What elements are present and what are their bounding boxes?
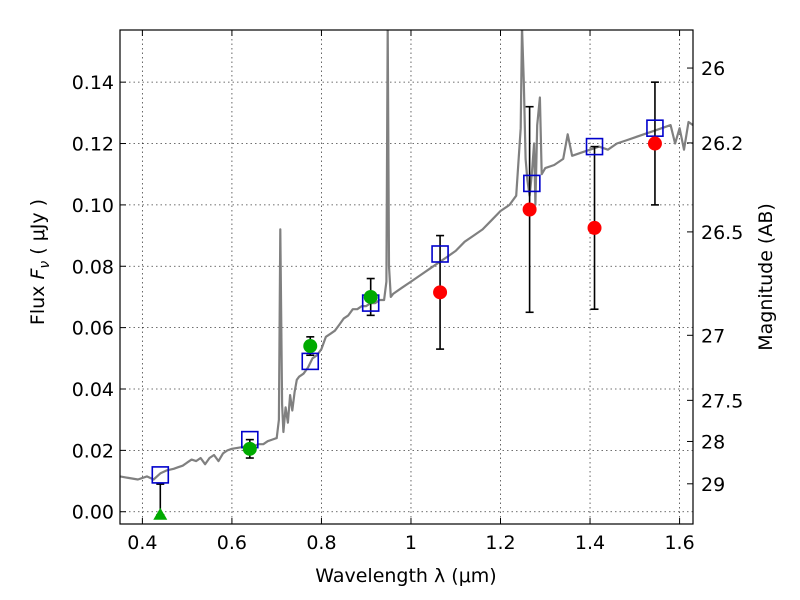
model-photometry-square: [523, 174, 541, 193]
plot-frame: [119, 29, 694, 525]
model-photometry-square: [431, 245, 449, 263]
y-tick-label: 0.06: [72, 318, 114, 340]
model-photometry-square: [301, 352, 320, 371]
x-tick-label: 0.8: [306, 532, 336, 554]
y-tick-label: 0.00: [72, 502, 114, 524]
right-tick-label: 26: [701, 58, 725, 80]
x-axis-title: Wavelength λ (μm): [315, 565, 496, 587]
model-photometry-square: [646, 119, 664, 137]
observed-flux-point: [433, 285, 448, 300]
right-tick-label: 27: [701, 325, 725, 347]
right-tick-label: 27.5: [701, 390, 743, 412]
y-tick-label: 0.08: [72, 256, 114, 278]
y-tick-label: 0.14: [72, 72, 114, 94]
y-tick-label: 0.02: [72, 440, 114, 462]
x-tick-label: 1.4: [575, 532, 605, 554]
observed-flux-point: [303, 339, 318, 354]
grid-lines: [120, 30, 693, 524]
observed-flux-point: [363, 289, 378, 304]
observed-flux-point: [587, 220, 602, 235]
model-photometry-square: [151, 466, 170, 484]
markers: [151, 119, 664, 520]
model-photometry-square: [585, 137, 604, 156]
x-tick-label: 0.6: [217, 532, 247, 554]
y-axis-title: Flux Fν ( μJy ): [27, 199, 53, 325]
x-tick-label: 1.2: [485, 532, 515, 554]
y-tick-label: 0.12: [72, 134, 114, 156]
x-tick-label: 1.6: [664, 532, 694, 554]
right-axis-title: Magnitude (AB): [755, 203, 777, 351]
upper-limit-triangle: [153, 507, 168, 520]
right-tick-label: 28: [701, 431, 725, 453]
axis-ticks: 0.4 0.6 0.8 1 1.2 1.4 1.6 0.00 0.02 0.04 0.06 0.08 0…: [72, 30, 743, 554]
y-tick-label: 0.10: [72, 195, 114, 217]
right-tick-label: 29: [701, 474, 725, 496]
right-tick-label: 26.5: [701, 222, 743, 244]
observed-flux-point: [522, 202, 537, 217]
observed-flux-point: [647, 136, 662, 151]
observed-flux-point: [242, 441, 257, 456]
y-tick-label: 0.04: [72, 379, 114, 401]
right-tick-label: 26.2: [701, 133, 743, 155]
x-tick-label: 0.4: [127, 532, 157, 554]
x-tick-label: 1: [405, 532, 417, 554]
